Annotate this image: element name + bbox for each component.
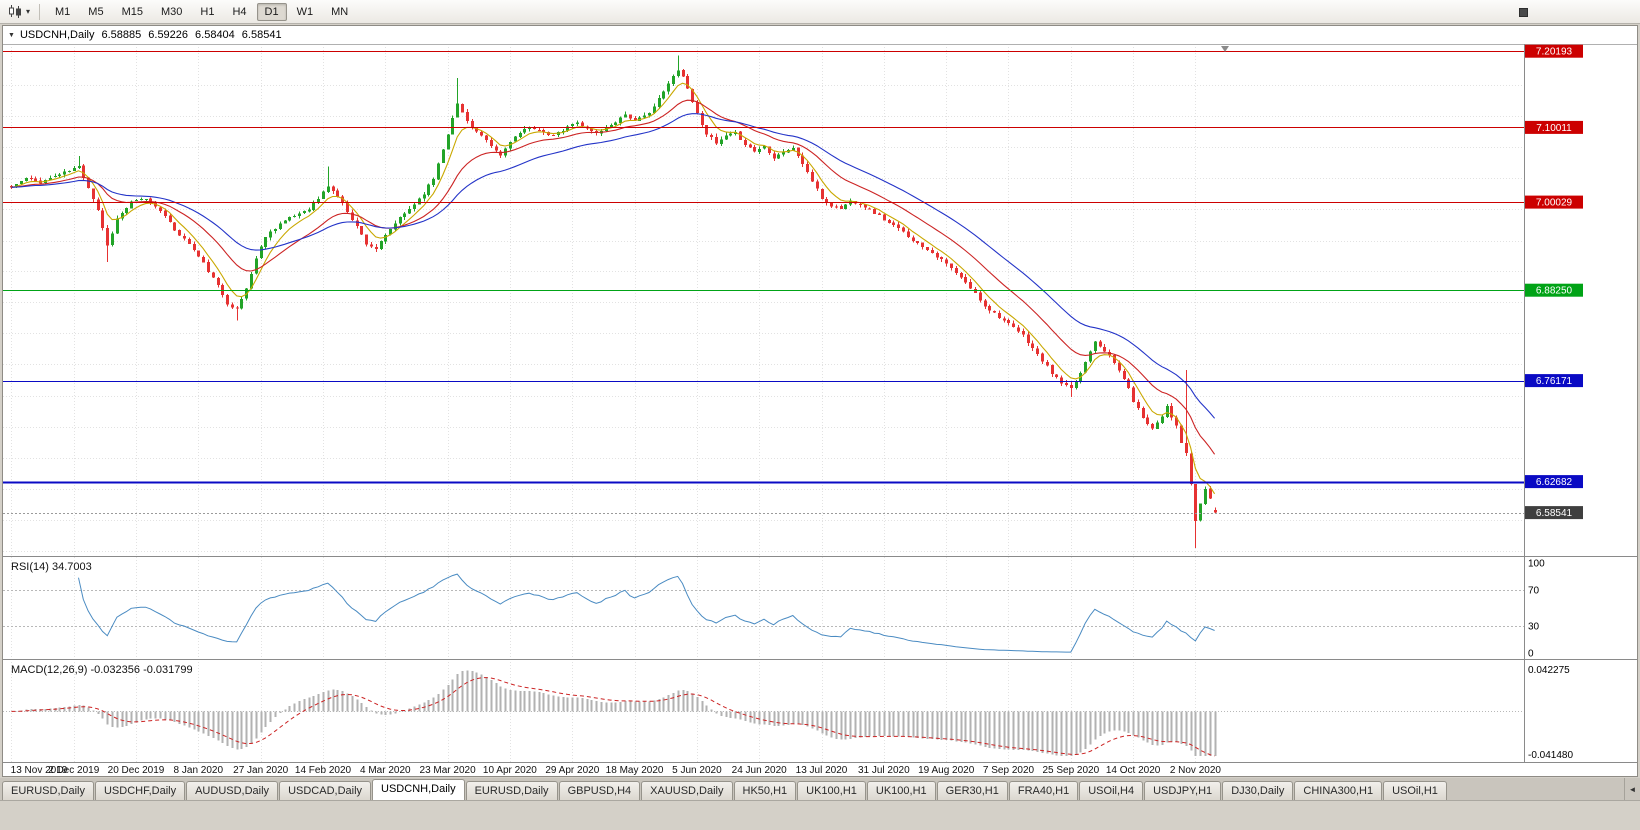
chart-tab-usdcad-daily[interactable]: USDCAD,Daily xyxy=(279,781,372,800)
chart-tab-dj30-daily[interactable]: DJ30,Daily xyxy=(1222,781,1294,800)
price-badge: 6.58541 xyxy=(1525,506,1583,520)
price-scale-badges: 7.20193 7.10011 7.00029 6.88250 6.76171 6.626… xyxy=(1525,44,1583,520)
svg-text:7.00029: 7.00029 xyxy=(1536,198,1573,209)
timeframe-button-w1[interactable]: W1 xyxy=(296,5,314,18)
timeframe-button-m5[interactable]: M5 xyxy=(88,5,104,18)
svg-text:27 Jan 2020: 27 Jan 2020 xyxy=(233,765,288,776)
chart-tab-usdcnh-daily[interactable]: USDCNH,Daily xyxy=(372,779,465,800)
chart-tab-ger30-h1[interactable]: GER30,H1 xyxy=(936,781,1008,800)
chart-tabs: EURUSD,Daily USDCHF,Daily AUDUSD,Daily USDC… xyxy=(2,779,1448,800)
svg-text:70: 70 xyxy=(1528,586,1540,597)
timeframe-button-m15[interactable]: M15 xyxy=(121,5,143,18)
svg-text:10 Apr 2020: 10 Apr 2020 xyxy=(483,765,537,776)
chart-tab-usoil-h1[interactable]: USOil,H1 xyxy=(1383,781,1447,800)
svg-text:18 May 2020: 18 May 2020 xyxy=(606,765,664,776)
chart-type-icon[interactable]: ▾ xyxy=(5,3,33,20)
timeframe-button-mn[interactable]: MN xyxy=(331,5,349,18)
svg-text:6.62682: 6.62682 xyxy=(1536,477,1573,488)
svg-text:0.042275: 0.042275 xyxy=(1528,665,1570,676)
svg-text:7 Sep 2020: 7 Sep 2020 xyxy=(983,765,1035,776)
timeframe-group: M1 M5 M15 M30 H1 H4 D1 W1 MN xyxy=(46,2,357,21)
svg-text:7.10011: 7.10011 xyxy=(1536,123,1572,134)
moving-averages-layer xyxy=(11,82,1216,495)
chart-tab-hk50-h1[interactable]: HK50,H1 xyxy=(733,781,797,800)
status-bar xyxy=(0,800,1640,830)
svg-text:7.20193: 7.20193 xyxy=(1536,47,1573,58)
svg-text:23 Mar 2020: 23 Mar 2020 xyxy=(420,765,477,776)
price-badge: 6.88250 xyxy=(1525,283,1583,297)
chart-tab-uk100-h1[interactable]: UK100,H1 xyxy=(866,781,936,800)
svg-text:0: 0 xyxy=(1528,649,1534,660)
chart-tab-usdchf-daily[interactable]: USDCHF,Daily xyxy=(94,781,186,800)
svg-text:24 Jun 2020: 24 Jun 2020 xyxy=(732,765,787,776)
svg-text:5 Jun 2020: 5 Jun 2020 xyxy=(672,765,722,776)
candles-layer xyxy=(10,55,1217,549)
svg-text:14 Feb 2020: 14 Feb 2020 xyxy=(295,765,352,776)
timeframe-button-m30[interactable]: M30 xyxy=(160,5,183,18)
rsi-panel: 100 70 30 0 RSI(14) 34.7003 xyxy=(3,559,1545,660)
candlestick-chart-icon xyxy=(9,5,21,18)
chart-header: ▼ USDCNH,Daily 6.58885 6.59226 6.58404 6… xyxy=(3,26,1637,44)
panel-separators xyxy=(3,44,1637,763)
svg-text:6.58541: 6.58541 xyxy=(1536,508,1573,519)
ohlc-close-value: 6.58541 xyxy=(241,29,282,41)
price-badge: 7.10011 xyxy=(1525,120,1583,134)
timeframe-button-m1[interactable]: M1 xyxy=(55,5,71,18)
chart-shift-marker-icon[interactable] xyxy=(1221,46,1229,52)
svg-text:2 Nov 2020: 2 Nov 2020 xyxy=(1170,765,1222,776)
svg-text:2 Dec 2019: 2 Dec 2019 xyxy=(48,765,100,776)
price-badge: 6.76171 xyxy=(1525,374,1583,388)
top-toolbar: ▾ M1 M5 M15 M30 H1 H4 D1 W1 MN xyxy=(0,0,1640,24)
ohlc-low-value: 6.58404 xyxy=(195,29,235,41)
svg-text:29 Apr 2020: 29 Apr 2020 xyxy=(545,765,599,776)
svg-text:8 Jan 2020: 8 Jan 2020 xyxy=(174,765,224,776)
grid-layer xyxy=(3,44,1524,762)
ohlc-high-value: 6.59226 xyxy=(148,29,189,41)
svg-text:100: 100 xyxy=(1528,559,1545,570)
hlines-layer[interactable] xyxy=(3,51,1524,514)
timeframe-button-d1[interactable]: D1 xyxy=(256,2,287,21)
chart-tab-xauusd-daily[interactable]: XAUUSD,Daily xyxy=(641,781,733,800)
collapse-chart-icon[interactable]: ▼ xyxy=(8,31,15,39)
svg-text:-0.041480: -0.041480 xyxy=(1528,750,1573,761)
chart-tab-gbpusd-h4[interactable]: GBPUSD,H4 xyxy=(558,781,641,800)
svg-text:6.88250: 6.88250 xyxy=(1536,286,1573,297)
chart-tab-eurusd-daily[interactable]: EURUSD,Daily xyxy=(2,781,94,800)
svg-text:13 Jul 2020: 13 Jul 2020 xyxy=(796,765,848,776)
chart-tab-fra40-h1[interactable]: FRA40,H1 xyxy=(1008,781,1079,800)
price-badge: 7.00029 xyxy=(1525,195,1583,209)
svg-text:25 Sep 2020: 25 Sep 2020 xyxy=(1042,765,1099,776)
chart-symbol-title: USDCNH,Daily xyxy=(19,29,95,41)
ohlc-open-value: 6.58885 xyxy=(101,29,142,41)
macd-panel: 0.042275 -0.041480 MACD(12,26,9) -0.032356… xyxy=(3,664,1573,761)
dropdown-caret-icon: ▾ xyxy=(26,7,31,16)
price-badge: 6.62682 xyxy=(1525,475,1583,489)
chart-tab-uk100-h1[interactable]: UK100,H1 xyxy=(797,781,866,800)
toolbar-right-button[interactable] xyxy=(1519,8,1528,17)
timeframe-button-h1[interactable]: H1 xyxy=(200,5,215,18)
chart-tab-china300-h1[interactable]: CHINA300,H1 xyxy=(1294,781,1383,800)
svg-text:6.76171: 6.76171 xyxy=(1536,376,1573,387)
chart-tab-usdjpy-h1[interactable]: USDJPY,H1 xyxy=(1144,781,1222,800)
chart-canvas[interactable]: 100 70 30 0 RSI(14) 34.7003 0.042275 -0.041480… xyxy=(3,26,1637,776)
chart-tabs-bar: EURUSD,Daily USDCHF,Daily AUDUSD,Daily USDC… xyxy=(0,778,1640,800)
svg-text:14 Oct 2020: 14 Oct 2020 xyxy=(1106,765,1161,776)
chart-window: ▼ USDCNH,Daily 6.58885 6.59226 6.58404 6… xyxy=(2,25,1638,777)
rsi-label: RSI(14) 34.7003 xyxy=(11,561,92,573)
svg-text:19 Aug 2020: 19 Aug 2020 xyxy=(918,765,975,776)
macd-label: MACD(12,26,9) -0.032356 -0.031799 xyxy=(11,664,193,676)
price-badge: 7.20193 xyxy=(1525,44,1583,58)
chart-tab-audusd-daily[interactable]: AUDUSD,Daily xyxy=(186,781,279,800)
svg-text:4 Mar 2020: 4 Mar 2020 xyxy=(360,765,411,776)
chart-tab-usoil-h4[interactable]: USOil,H4 xyxy=(1079,781,1144,800)
tabs-scroll-left-button[interactable]: ◄ xyxy=(1624,778,1640,800)
timeframe-button-h4[interactable]: H4 xyxy=(232,5,247,18)
chart-tab-eurusd-daily[interactable]: EURUSD,Daily xyxy=(465,781,558,800)
svg-text:31 Jul 2020: 31 Jul 2020 xyxy=(858,765,910,776)
svg-text:13 Nov 2019: 13 Nov 2019 xyxy=(11,765,68,776)
toolbar-separator xyxy=(39,3,41,20)
svg-text:30: 30 xyxy=(1528,622,1540,633)
svg-text:20 Dec 2019: 20 Dec 2019 xyxy=(108,765,165,776)
